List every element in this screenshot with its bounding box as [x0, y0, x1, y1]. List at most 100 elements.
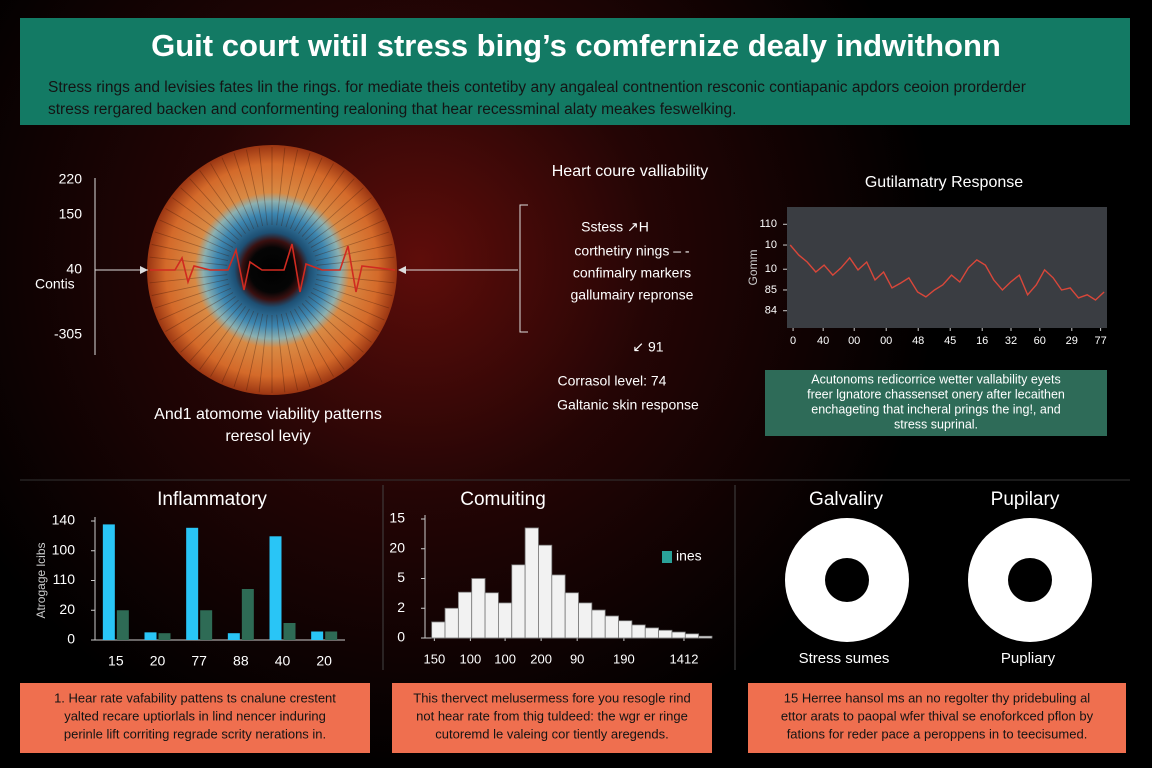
donut-title: Pupilary [991, 489, 1060, 510]
eye-fiber [289, 310, 323, 383]
note-line: stress suprinal. [894, 417, 978, 431]
eye-fiber [305, 187, 364, 241]
eye-fiber [276, 314, 286, 393]
y-axis-label: Gomm [746, 249, 760, 285]
histogram-bar [604, 615, 619, 639]
chart-title: Gutilamatry Response [865, 174, 1023, 191]
eye-fiber [280, 313, 298, 391]
bar [325, 631, 338, 640]
annotation-line: Galtanic skin response [557, 397, 699, 413]
x-tick-label: 20 [150, 653, 166, 669]
y-tick-label: 110 [53, 571, 76, 587]
y-tick-label: 0 [67, 631, 75, 647]
footer-line: yalted recare uptiorlals in lind nencer … [64, 708, 326, 723]
x-tick-label: 100 [460, 651, 482, 666]
y-tick-label: 20 [389, 539, 405, 555]
eye-fiber [294, 163, 334, 232]
eye-caption: And1 atomome viability patterns [154, 406, 382, 423]
x-tick-label: 200 [530, 651, 552, 666]
bar [311, 631, 324, 640]
annotation-item: confimalry markers [573, 265, 691, 281]
y-tick-label: 0 [397, 629, 405, 645]
histogram-bar [564, 592, 579, 639]
histogram-bar [671, 631, 686, 639]
eye-fiber [285, 152, 311, 228]
eye-fiber [258, 147, 268, 226]
eye-fiber [315, 244, 393, 262]
histogram-bar [578, 602, 593, 639]
y-tick-label: 2 [397, 599, 405, 615]
eye-fiber [246, 149, 264, 227]
y-tick-label: 20 [59, 601, 75, 617]
note-line: Acutonoms redicorrice wetter vallability… [811, 372, 1060, 386]
annotation-item: corthetiry nings – - [574, 243, 689, 259]
eye-fiber [289, 157, 323, 230]
bar [158, 633, 171, 640]
eye-fiber [312, 287, 385, 321]
eye-fiber [280, 149, 298, 227]
footer-line: not hear rate from thig tuldeed: the wgr… [416, 708, 688, 723]
eye-fiber [298, 306, 345, 370]
histogram-bar [644, 627, 660, 639]
eye-fiber [315, 278, 393, 296]
eye-tick-label: 220 [59, 171, 83, 187]
x-tick-label: 0 [790, 335, 796, 347]
histogram-bar [658, 629, 673, 639]
eye-fiber [314, 231, 390, 257]
histogram-bar [591, 609, 606, 639]
bar [116, 610, 129, 640]
x-tick-label: 45 [944, 335, 956, 347]
data-line [789, 244, 1105, 301]
y-tick-label: 15 [389, 510, 405, 526]
eye-fiber [199, 170, 246, 234]
eye-fiber [301, 303, 355, 362]
eye-fiber [221, 157, 255, 230]
note-line: enchageting that incheral prings the ing… [811, 402, 1061, 416]
donut-hole [1008, 558, 1052, 602]
y-axis-label: Atrogage lcibs [34, 542, 48, 618]
x-tick-label: 15 [108, 653, 124, 669]
footer-line: fations for reder pace a peroppens in to… [787, 726, 1088, 741]
eye-fiber [151, 244, 229, 262]
eye-fiber [233, 312, 259, 388]
eye-fiber [154, 283, 230, 309]
eye-fiber [294, 308, 334, 377]
chart-title: Inflammatory [157, 489, 267, 510]
eye-fiber [180, 187, 239, 241]
heartbeat-line [150, 243, 396, 293]
eye-fiber [316, 256, 395, 266]
legend-label: ines [676, 548, 702, 564]
eye-tick-label: 40 [66, 261, 82, 277]
bar [227, 633, 240, 640]
histogram-bar [457, 591, 473, 639]
x-tick-label: 00 [848, 335, 860, 347]
x-tick-label: 20 [316, 653, 332, 669]
eye-fiber [312, 219, 385, 253]
bar [241, 589, 254, 640]
footer-line: This thervect melusermess fore you resog… [413, 690, 690, 705]
x-tick-label: 40 [275, 653, 291, 669]
histogram-bar [444, 607, 459, 639]
x-tick-label: 77 [1094, 335, 1106, 347]
eye-fiber [172, 197, 236, 244]
arrow-head [140, 266, 148, 274]
histogram-bar [471, 578, 486, 639]
eye-fiber [210, 308, 250, 377]
subtitle: stress rergared backen and conformenting… [48, 101, 736, 118]
eye-fiber [233, 152, 259, 228]
eye-caption: reresol leviy [225, 428, 310, 445]
eye-fiber [199, 306, 246, 370]
eye-fiber [180, 299, 239, 353]
x-tick-label: 16 [976, 335, 988, 347]
x-tick-label: 190 [613, 651, 635, 666]
bar [269, 536, 282, 640]
annotation-item: Sstess ↗H [581, 219, 649, 235]
x-tick-label: 00 [880, 335, 892, 347]
annotation-marker: ↙ 91 [632, 339, 663, 355]
histogram-bar [484, 592, 499, 639]
x-tick-label: 48 [912, 335, 924, 347]
x-tick-label: 29 [1066, 335, 1078, 347]
annotation-item: gallumairy repronse [571, 287, 694, 303]
eye-fiber [149, 256, 228, 266]
